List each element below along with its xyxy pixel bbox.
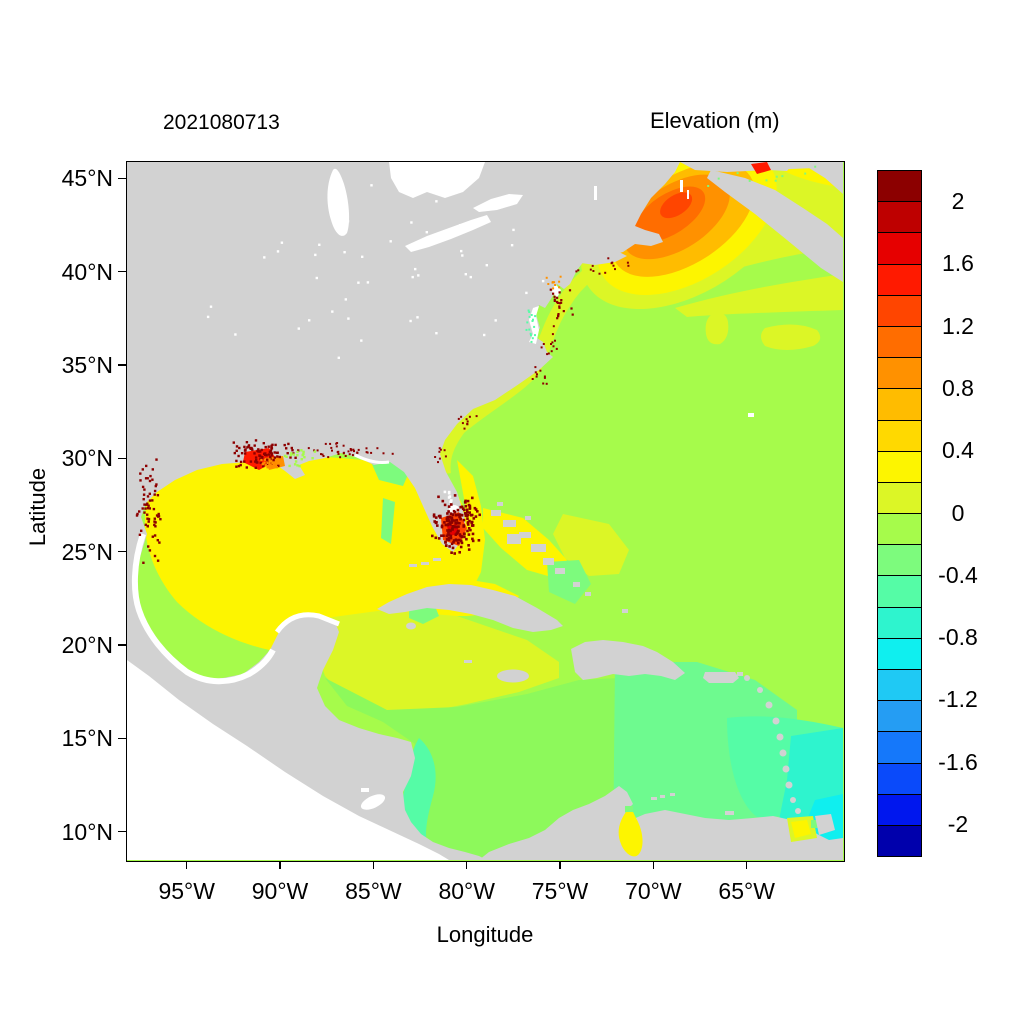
y-tickmark: [118, 644, 126, 646]
colorbar-segment: [878, 700, 921, 732]
y-tick-label: 35°N: [61, 351, 113, 378]
x-tickmark: [652, 861, 655, 869]
colorbar-segment: [878, 824, 921, 857]
fundy-red-peak: [750, 161, 771, 174]
colorbar-tick-label: -1.6: [938, 748, 978, 775]
trinidad-land: [814, 813, 835, 835]
colorbar-segment: [878, 669, 921, 701]
south-america-land: [478, 785, 843, 860]
colorbar-segment: [878, 294, 921, 326]
y-tick-label: 25°N: [61, 538, 113, 565]
x-tickmark: [372, 861, 375, 869]
colorbar-segment: [878, 388, 921, 420]
y-tickmark: [118, 457, 126, 460]
colorbar-title: Elevation (m): [650, 108, 780, 133]
colorbar-segment: [878, 793, 921, 825]
colorbar-tick-label: -1.2: [938, 686, 978, 713]
north-central-america-land: [126, 161, 680, 860]
y-tickmark: [118, 364, 126, 366]
x-tick-label: 90°W: [251, 878, 309, 904]
lakes-white: [326, 161, 754, 810]
colorbar-segment: [878, 201, 921, 233]
coastal-white-fringe: [131, 453, 389, 684]
y-tickmark: [118, 830, 126, 833]
x-tick-label: 65°W: [718, 878, 775, 904]
colorbar-segment: [878, 575, 921, 607]
y-tick-label: 30°N: [61, 445, 113, 472]
colorbar-tick-label: 0.8: [942, 374, 974, 401]
maritime-canada-land: [679, 161, 843, 282]
x-axis-label: Longitude: [436, 922, 534, 947]
colorbar-segment: [878, 263, 921, 295]
x-tickmark: [559, 861, 561, 869]
y-tickmark: [118, 550, 126, 553]
x-tick-label: 70°W: [625, 878, 682, 904]
x-tickmark: [279, 861, 281, 869]
colorbar-segment: [878, 606, 921, 638]
colorbar-segment: [878, 419, 921, 451]
y-tick-label: 45°N: [61, 165, 113, 192]
colorbar-tick-label: 1.2: [942, 312, 974, 339]
colorbar-tick-label: -0.8: [938, 624, 978, 651]
y-tickmark: [118, 177, 126, 180]
plot-title-datestamp: 2021080713: [163, 111, 280, 134]
y-tick-label: 20°N: [61, 631, 113, 658]
colorbar-segment: [878, 232, 921, 264]
long-island: [578, 251, 627, 265]
x-tick-label: 95°W: [158, 878, 215, 904]
map-plot-area: [125, 160, 845, 862]
y-tickmark: [118, 270, 126, 273]
pacific-no-data: [126, 659, 449, 860]
islands-land: [376, 501, 801, 815]
colorbar-tick-label: 0: [951, 499, 965, 526]
colorbar: [877, 170, 922, 857]
y-tick-label: 10°N: [61, 818, 113, 845]
colorbar-segment: [878, 481, 921, 514]
x-tick-label: 80°W: [438, 878, 495, 904]
colorbar-tick-label: -2: [947, 810, 969, 837]
x-tick-label: 75°W: [531, 878, 589, 904]
colorbar-segment: [878, 357, 921, 389]
colorbar-tick-label: 0.4: [942, 437, 974, 464]
surge-speckles: [135, 165, 816, 564]
y-tick-label: 40°N: [61, 258, 113, 285]
colorbar-tick-label: 1.6: [942, 250, 974, 277]
y-tick-label: 15°N: [61, 725, 113, 752]
colorbar-segment: [878, 544, 921, 576]
colorbar-segment: [878, 762, 921, 794]
y-tickmark: [118, 737, 126, 740]
x-tickmark: [185, 861, 188, 869]
x-tickmark: [745, 861, 748, 869]
colorbar-segment: [878, 731, 921, 763]
colorbar-segment: [878, 637, 921, 669]
colorbar-tick-label: -0.4: [938, 561, 978, 588]
elevation-map: [126, 161, 843, 860]
colorbar-segment: [878, 450, 921, 482]
colorbar-tick-label: 2: [951, 188, 965, 215]
x-tickmark: [465, 861, 468, 869]
colorbar-segment: [878, 513, 921, 545]
colorbar-segment: [878, 171, 921, 202]
colorbar-segment: [878, 325, 921, 358]
maracaibo-paria-features: [618, 805, 819, 856]
x-tick-label: 85°W: [345, 878, 402, 904]
